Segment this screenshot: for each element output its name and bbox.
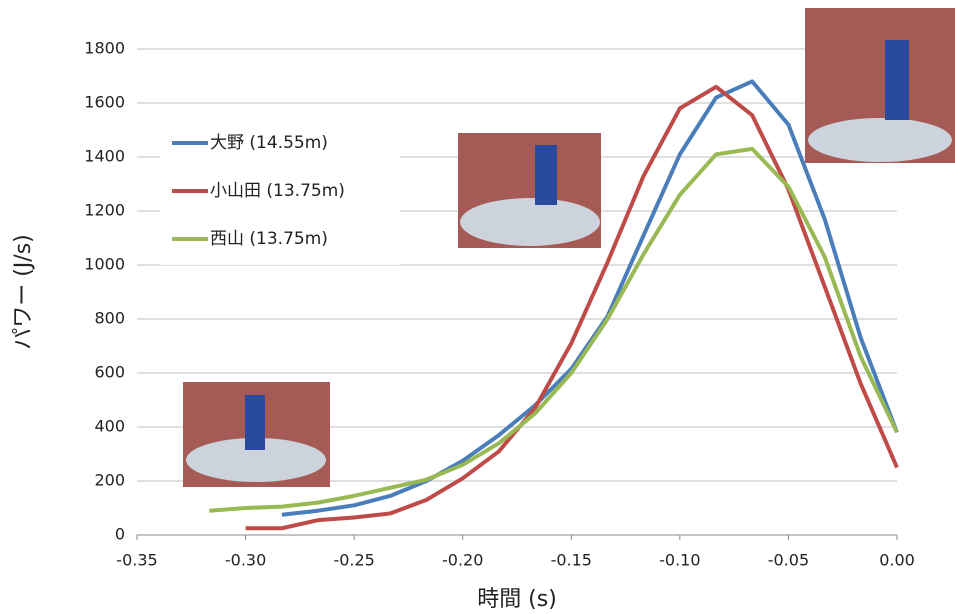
series-line — [209, 146, 899, 513]
legend-label: 大野 (14.55m) — [210, 133, 328, 153]
y-tick-label: 600 — [94, 363, 125, 382]
photo — [458, 133, 601, 248]
x-tick-label: -0.25 — [333, 551, 374, 570]
y-tick-label: 0 — [115, 525, 125, 544]
y-axis-title: パワー (J/s) — [11, 234, 36, 350]
x-tick-label: -0.20 — [442, 551, 483, 570]
y-tick-label: 200 — [94, 471, 125, 490]
x-axis-title: 時間 (s) — [477, 587, 557, 612]
y-tick-label: 1800 — [84, 39, 125, 58]
y-tick-label: 1400 — [84, 147, 125, 166]
x-tick-label: -0.10 — [659, 551, 700, 570]
legend-label: 小山田 (13.75m) — [210, 181, 345, 201]
legend-label: 西山 (13.75m) — [210, 229, 328, 249]
x-tick-label: 0.00 — [879, 551, 915, 570]
x-tick-label: -0.35 — [116, 551, 157, 570]
y-tick-label: 400 — [94, 417, 125, 436]
y-tick-label: 1000 — [84, 255, 125, 274]
x-tick-label: -0.30 — [225, 551, 266, 570]
photo — [183, 382, 330, 487]
x-tick-label: -0.15 — [551, 551, 592, 570]
photo — [805, 8, 955, 163]
x-tick-label: -0.05 — [768, 551, 809, 570]
y-tick-label: 1200 — [84, 201, 125, 220]
y-tick-label: 800 — [94, 309, 125, 328]
y-tick-label: 1600 — [84, 93, 125, 112]
